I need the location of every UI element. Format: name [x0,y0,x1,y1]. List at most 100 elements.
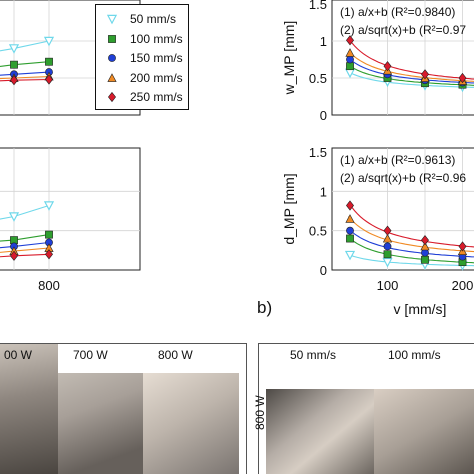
legend-entry: 50 mm/s [104,11,176,27]
x-tick-label: 100 [377,278,399,293]
data-point [383,61,392,72]
legend-entry: 100 mm/s [104,31,183,47]
fit-annotation: (1) a/x+b (R²=0.9840) [340,5,455,19]
plot-frame [331,0,474,116]
series-left-bottom-4 [0,249,53,261]
data-point [43,201,55,211]
data-point [346,234,354,243]
data-point [383,242,392,251]
series-line [0,61,50,68]
data-point [8,212,20,222]
legend-marker [108,91,116,103]
plot-frame [0,147,141,271]
data-point [344,68,356,79]
micrograph-left-1 [0,343,58,474]
data-point [45,249,53,260]
legend-label: 100 mm/s [130,31,183,46]
legend-label: 50 mm/s [130,12,177,26]
data-point [383,250,392,259]
y-axis-label: w_MP [mm] [281,21,297,96]
series-line [0,247,50,253]
y-tick-label: 1.5 [309,145,327,160]
photo-label-right-1: 50 mm/s [290,348,337,362]
data-point [10,250,18,261]
y-tick-label: 1 [320,184,327,199]
series-left-top-0 [0,36,55,54]
data-point [8,44,20,54]
x-tick-label: 200 [452,278,474,293]
y-tick-label: 1 [320,34,327,49]
y-axis-label: d_MP [mm] [281,173,297,244]
chart-panel-left-bottom: 800 [0,147,141,293]
data-point [458,241,467,252]
data-point [10,60,18,69]
data-point [382,257,393,268]
x-tick-label: 800 [38,278,60,293]
data-point [344,250,356,261]
data-point [345,214,355,223]
micrograph-right-1 [266,389,374,474]
data-point [346,226,354,235]
photo-label-left-3: 800 W [158,348,193,362]
series-left-bottom-0 [0,201,55,222]
micrograph-right-2 [374,389,474,474]
data-point [10,75,18,86]
series-right-bottom-4 [346,200,474,252]
series-line [0,253,50,258]
series-left-bottom-2 [0,238,53,251]
data-point [45,74,53,85]
series-right-bottom-0 [344,250,474,271]
legend: 50 mm/s 100 mm/s 150 mm/s 200 mm/s 250 mm/s [95,4,189,110]
photo-label-left-2: 700 W [73,348,108,362]
fit-annotation: (1) a/x+b (R²=0.9613) [340,153,455,167]
fit-annotation: (2) a/sqrt(x)+b (R²=0.97 [340,23,466,37]
fit-annotation: (2) a/sqrt(x)+b (R²=0.96 [340,171,466,185]
series-line [0,78,50,82]
legend-marker-shape [108,34,116,43]
series-line [348,228,474,258]
series-right-bottom-3 [345,214,474,256]
series-line [0,75,50,80]
data-point [346,35,354,46]
data-point [346,62,354,71]
data-point [45,230,53,239]
plot-frame [331,147,474,271]
legend-entry: 150 mm/s [104,50,183,66]
data-point [45,57,53,66]
legend-marker-shape [108,54,116,62]
data-point [421,235,429,246]
series-line [0,234,50,242]
series-line [0,40,50,52]
legend-entry: 250 mm/s [104,89,183,105]
data-point [382,233,393,243]
photo-label-right-2: 100 mm/s [388,348,441,362]
data-point [346,55,354,64]
legend-label: 250 mm/s [130,90,183,104]
chart-panel-right-bottom: 0 0.5 1 1.5 100 200 d_MP [mm] v [mm/s] (1) a/x+b… [281,145,474,317]
legend-marker [108,34,116,43]
data-point [421,255,429,264]
series-left-top-1 [0,57,53,69]
legend-marker-shape [106,14,118,25]
data-point [383,225,392,236]
legend-entry: 200 mm/s [104,70,183,86]
legend-label: 200 mm/s [130,70,183,85]
series-right-top-4 [346,35,474,84]
photo-label-left-1: 00 W [4,348,33,362]
legend-marker-shape [108,91,116,103]
legend-label: 150 mm/s [130,51,183,65]
y-tick-label: 0 [320,263,327,278]
data-point [458,72,467,84]
y-tick-label: 0 [320,108,327,123]
micrograph-left-2 [58,373,143,474]
data-point [345,48,355,57]
legend-marker-shape [107,72,117,82]
x-axis-label: v [mm/s] [394,301,447,317]
series-line [0,241,50,249]
data-point [43,36,55,47]
series-line [0,204,50,220]
series-line [348,202,474,248]
data-point [421,69,429,80]
